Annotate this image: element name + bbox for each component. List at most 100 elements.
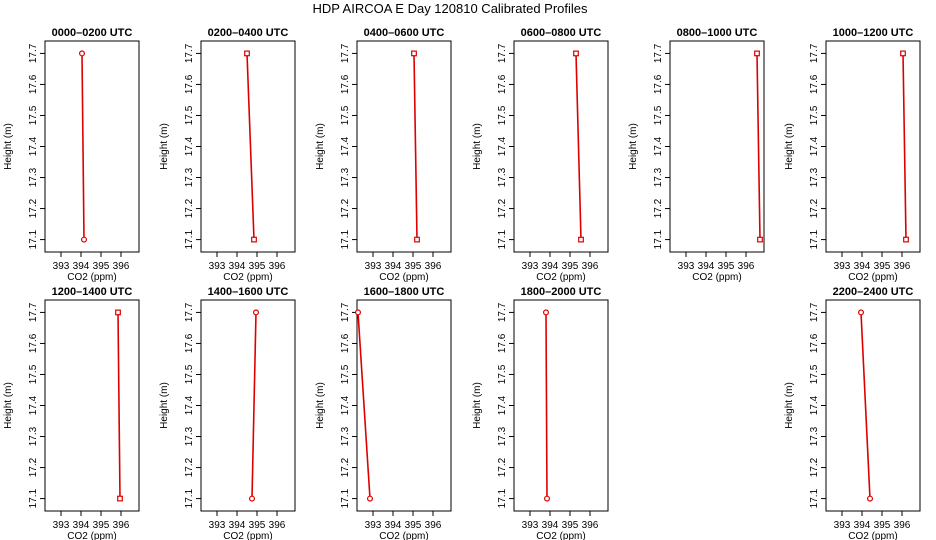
data-point-marker — [542, 309, 549, 316]
x-axis-label: CO2 (ppm) — [379, 531, 428, 540]
x-tick-label: 396 — [269, 261, 286, 272]
plot-frame — [825, 299, 921, 512]
profile-line — [357, 312, 371, 499]
y-tick-label: 17.6 — [28, 74, 39, 94]
x-axis-label: CO2 (ppm) — [223, 531, 272, 540]
chart-panel: 0200–0400 UTC 393 394 395 396 17.1 17.2 17.3 17.… — [159, 27, 296, 283]
chart-panel: 2200–2400 UTC 393 394 395 396 17.1 17.2 17.3 17.… — [784, 286, 921, 540]
y-tick-label: 17.6 — [184, 333, 195, 353]
y-tick-label: 17.5 — [653, 105, 664, 125]
y-tick-label: 17.3 — [340, 426, 351, 446]
x-tick-label: 396 — [113, 520, 130, 531]
profile-line — [81, 53, 85, 240]
y-tick-label: 17.7 — [28, 302, 39, 322]
x-tick-label: 393 — [834, 261, 851, 272]
y-tick-label: 17.4 — [184, 136, 195, 156]
y-tick-label: 17.5 — [809, 364, 820, 384]
x-tick-label: 395 — [562, 520, 579, 531]
profile-line — [246, 53, 255, 240]
y-tick-label: 17.3 — [809, 426, 820, 446]
y-tick-label: 17.3 — [340, 167, 351, 187]
x-tick-label: 396 — [269, 520, 286, 531]
profile-line — [902, 53, 907, 240]
y-tick-label: 17.7 — [809, 43, 820, 63]
y-tick-label: 17.4 — [809, 395, 820, 415]
data-point-marker — [355, 309, 362, 316]
plot-frame — [669, 40, 765, 253]
y-tick-label: 17.2 — [184, 457, 195, 477]
y-tick-label: 17.2 — [497, 457, 508, 477]
y-tick-label: 17.3 — [28, 167, 39, 187]
plot-frame — [200, 299, 296, 512]
y-tick-label: 17.7 — [809, 302, 820, 322]
x-tick-label: 393 — [53, 261, 70, 272]
data-point-marker — [367, 495, 374, 502]
data-point-marker — [80, 236, 87, 243]
x-tick-label: 393 — [209, 261, 226, 272]
x-axis-label: CO2 (ppm) — [848, 531, 897, 540]
x-tick-label: 393 — [522, 261, 539, 272]
x-tick-label: 394 — [542, 261, 559, 272]
x-tick-label: 394 — [385, 261, 402, 272]
y-tick-label: 17.7 — [340, 302, 351, 322]
y-tick-label: 17.3 — [497, 426, 508, 446]
data-point-marker — [757, 236, 763, 243]
x-tick-label: 395 — [405, 261, 422, 272]
panel-title: 0600–0800 UTC — [521, 27, 602, 39]
x-tick-label: 394 — [229, 261, 246, 272]
x-tick-label: 396 — [582, 261, 599, 272]
y-axis-label: Height (m) — [784, 123, 795, 170]
profile-line — [756, 53, 761, 240]
y-tick-label: 17.5 — [184, 364, 195, 384]
y-tick-label: 17.4 — [28, 136, 39, 156]
x-tick-label: 394 — [698, 261, 715, 272]
x-tick-label: 394 — [542, 520, 559, 531]
y-tick-label: 17.2 — [340, 457, 351, 477]
x-tick-label: 396 — [582, 520, 599, 531]
data-point-marker — [115, 309, 121, 316]
x-tick-label: 395 — [93, 261, 110, 272]
x-tick-label: 393 — [834, 520, 851, 531]
y-axis-label: Height (m) — [315, 382, 326, 429]
chart-panel: 0000–0200 UTC 393 394 395 396 17.1 17.2 17.3 17.… — [3, 27, 140, 283]
data-point-marker — [244, 50, 250, 57]
y-tick-label: 17.4 — [184, 395, 195, 415]
x-axis-label: CO2 (ppm) — [536, 272, 585, 283]
panel-title: 2200–2400 UTC — [833, 286, 914, 298]
data-point-marker — [573, 50, 579, 57]
x-tick-label: 396 — [113, 261, 130, 272]
y-tick-label: 17.3 — [28, 426, 39, 446]
panel-title: 1000–1200 UTC — [833, 27, 914, 39]
data-point-marker — [411, 50, 417, 57]
y-tick-label: 17.4 — [340, 136, 351, 156]
x-tick-label: 395 — [874, 261, 891, 272]
y-tick-label: 17.5 — [497, 105, 508, 125]
x-tick-label: 395 — [874, 520, 891, 531]
data-point-marker — [543, 495, 550, 502]
y-tick-label: 17.1 — [340, 488, 351, 508]
plot-frame — [44, 299, 140, 512]
y-axis-label: Height (m) — [3, 382, 14, 429]
profile-line — [251, 312, 257, 499]
x-tick-label: 394 — [229, 520, 246, 531]
panel-title: 1800–2000 UTC — [521, 286, 602, 298]
y-tick-label: 17.1 — [497, 229, 508, 249]
x-tick-label: 393 — [209, 520, 226, 531]
y-tick-label: 17.3 — [497, 167, 508, 187]
chart-panel: 1000–1200 UTC 393 394 395 396 17.1 17.2 17.3 17.… — [784, 27, 921, 283]
y-tick-label: 17.2 — [340, 198, 351, 218]
y-tick-label: 17.6 — [809, 333, 820, 353]
data-point-marker — [249, 495, 256, 502]
profile-line — [117, 312, 121, 499]
x-axis-label: CO2 (ppm) — [67, 531, 116, 540]
plot-frame — [513, 299, 609, 512]
data-point-marker — [251, 236, 257, 243]
y-axis-label: Height (m) — [3, 123, 14, 170]
y-tick-label: 17.1 — [809, 229, 820, 249]
y-tick-label: 17.4 — [340, 395, 351, 415]
x-tick-label: 396 — [894, 261, 911, 272]
data-point-marker — [857, 309, 864, 316]
x-tick-label: 394 — [854, 520, 871, 531]
data-point-marker — [253, 309, 260, 316]
